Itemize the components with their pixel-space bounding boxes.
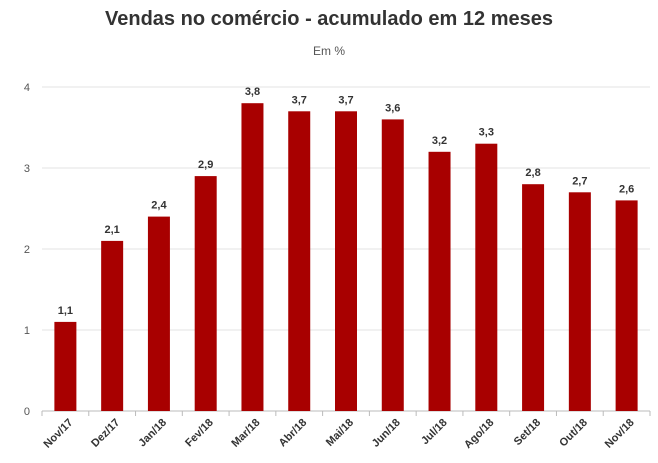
x-tick-label: Jun/18 xyxy=(370,417,403,450)
y-tick-label: 0 xyxy=(24,406,30,418)
x-tick-label: Out/18 xyxy=(557,417,590,450)
x-tick-label: Dez/17 xyxy=(89,417,122,450)
bar xyxy=(288,111,311,412)
data-label: 3,7 xyxy=(338,94,353,106)
bar xyxy=(335,111,357,412)
data-label: 2,6 xyxy=(619,183,634,195)
data-label: 3,7 xyxy=(292,94,307,106)
y-tick-label: 1 xyxy=(24,325,30,337)
y-tick-label: 4 xyxy=(24,82,30,94)
bar xyxy=(241,103,264,411)
x-tick-label: Jan/18 xyxy=(136,417,169,450)
bar xyxy=(147,216,170,411)
x-tick-label: Abr/18 xyxy=(277,417,310,450)
bar xyxy=(568,192,591,411)
x-tick-label: Ago/18 xyxy=(462,417,496,451)
data-label: 1,1 xyxy=(58,305,73,317)
x-tick-label: Mar/18 xyxy=(229,417,262,450)
bar xyxy=(101,240,124,411)
bar xyxy=(194,176,217,411)
data-label: 3,3 xyxy=(479,127,494,139)
bar xyxy=(54,321,77,411)
y-tick-label: 2 xyxy=(24,244,30,256)
bar xyxy=(615,200,638,411)
bar xyxy=(475,143,498,411)
bar xyxy=(522,184,545,411)
x-tick-label: Fev/18 xyxy=(183,417,216,450)
data-label: 3,2 xyxy=(432,135,447,147)
bar xyxy=(428,151,451,412)
chart-subtitle: Em % xyxy=(312,44,345,58)
bar xyxy=(381,119,404,412)
x-tick-label: Nov/18 xyxy=(603,417,637,451)
data-label: 2,4 xyxy=(151,200,167,212)
x-tick-label: Nov/17 xyxy=(42,417,76,451)
data-label: 2,7 xyxy=(572,175,587,187)
x-tick-label: Jul/18 xyxy=(419,417,450,448)
x-tick-label: Mai/18 xyxy=(324,417,356,449)
data-label: 3,6 xyxy=(385,102,400,114)
data-label: 2,1 xyxy=(105,224,120,236)
chart-title: Vendas no comércio - acumulado em 12 mes… xyxy=(105,8,553,30)
data-label: 2,8 xyxy=(525,167,540,179)
y-tick-label: 3 xyxy=(24,163,30,175)
x-tick-label: Set/18 xyxy=(512,417,543,448)
data-label: 3,8 xyxy=(245,86,260,98)
data-label: 2,9 xyxy=(198,159,213,171)
